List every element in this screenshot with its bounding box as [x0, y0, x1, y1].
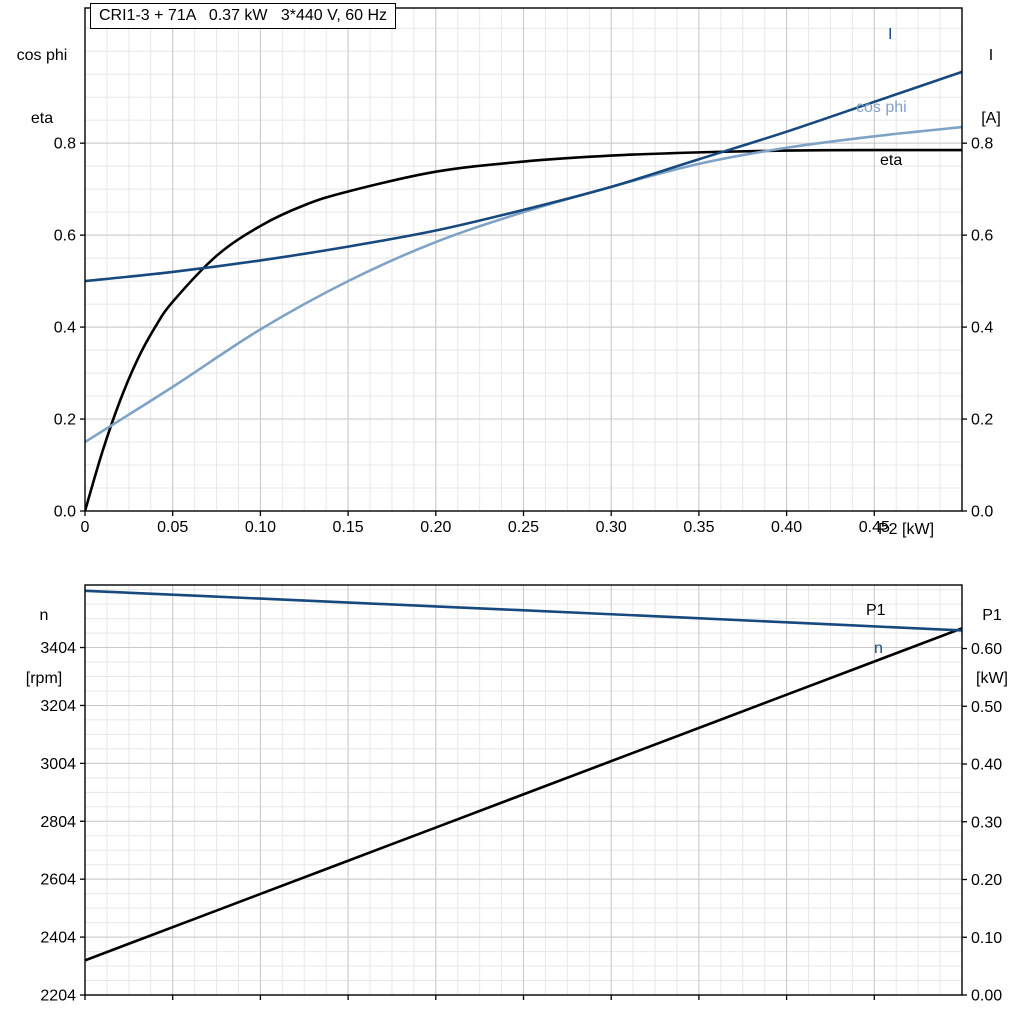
top-chart-svg: 0 0.05 0.10 0.15 0.20 0.25 0.30 0.35 0.40 0.45 0.0…	[54, 7, 993, 536]
right-tick-label: 0.20	[971, 872, 1002, 889]
p1-axis-label: P1	[982, 607, 1002, 624]
chart-title-box: CRI1-3 + 71A 0.37 kW 3*440 V, 60 Hz	[90, 3, 397, 29]
x-tick-label: 0.35	[683, 519, 714, 536]
top-right-axis-label: I [A]	[966, 3, 1016, 171]
current-axis-label: I	[988, 47, 994, 64]
left-tick-label: 0.6	[54, 228, 76, 245]
left-tick-label: 3404	[40, 640, 76, 657]
current-curve-label: I	[888, 26, 893, 43]
right-tick-label: 0.60	[971, 641, 1002, 658]
left-tick-label: 0.2	[54, 412, 76, 429]
left-tick-label: 3004	[40, 756, 76, 773]
ampere-unit-label: [A]	[981, 110, 1001, 127]
x-tick-label: 0.15	[333, 519, 364, 536]
left-tick-label: 2804	[40, 814, 76, 831]
x-tick-label: 0.25	[508, 519, 539, 536]
left-tick-label: 2604	[40, 872, 76, 889]
right-tick-label: 0.50	[971, 699, 1002, 716]
left-tick-label: 0.8	[54, 136, 76, 153]
x-axis-label: P2 [kW]	[878, 521, 935, 538]
left-tick-label: 3204	[40, 698, 76, 715]
right-tick-label: 0.00	[971, 988, 1002, 1005]
x-tick-label: 0.10	[245, 519, 276, 536]
x-tick-label: 0.30	[596, 519, 627, 536]
left-tick-label: 0.4	[54, 320, 76, 337]
curve-i	[85, 70, 962, 283]
eta-axis-label: eta	[30, 110, 54, 127]
curve-eta	[85, 148, 962, 511]
series-group	[85, 70, 962, 511]
right-tick-label: 0.10	[971, 930, 1002, 947]
cos-phi-axis-label: cos phi	[16, 47, 68, 64]
eta-curve-label: eta	[880, 152, 903, 169]
right-tick-label: 0.6	[971, 228, 993, 245]
bottom-left-axis-label: n [rpm]	[12, 563, 76, 731]
curve-n	[85, 589, 962, 632]
x-tick-label: 0.05	[157, 519, 188, 536]
bottom-chart-svg: 2204 2404 2604 2804 3004 3204 3404 0.00 0.10 0.20…	[40, 584, 1002, 1005]
x-tick-label: 0.20	[420, 519, 451, 536]
left-tick-label: 2404	[40, 930, 76, 947]
kw-unit-label: [kW]	[976, 670, 1008, 687]
cos-phi-curve-label: cos phi	[856, 99, 907, 116]
x-tick-label: 0.45	[859, 519, 890, 536]
curve-cos-phi	[85, 125, 962, 444]
right-tick-label: 0.4	[971, 320, 993, 337]
rpm-unit-label: [rpm]	[25, 670, 63, 687]
right-tick-label: 0.2	[971, 412, 993, 429]
curve-p1	[85, 627, 962, 962]
right-tick-label: 0.8	[971, 136, 993, 153]
left-tick-label: 2204	[40, 988, 76, 1005]
right-tick-label: 0.40	[971, 757, 1002, 774]
n-curve-label: n	[874, 640, 883, 657]
x-tick-label: 0.40	[771, 519, 802, 536]
right-tick-label: 0.0	[971, 504, 993, 521]
series-group	[85, 589, 962, 962]
right-tick-label: 0.30	[971, 814, 1002, 831]
left-tick-label: 0.0	[54, 504, 76, 521]
speed-axis-label: n	[39, 607, 49, 624]
p1-curve-label: P1	[866, 602, 886, 619]
bottom-right-axis-label: P1 [kW]	[964, 563, 1020, 731]
top-left-axis-label: cos phi eta	[6, 3, 78, 171]
x-tick-label: 0	[81, 519, 90, 536]
